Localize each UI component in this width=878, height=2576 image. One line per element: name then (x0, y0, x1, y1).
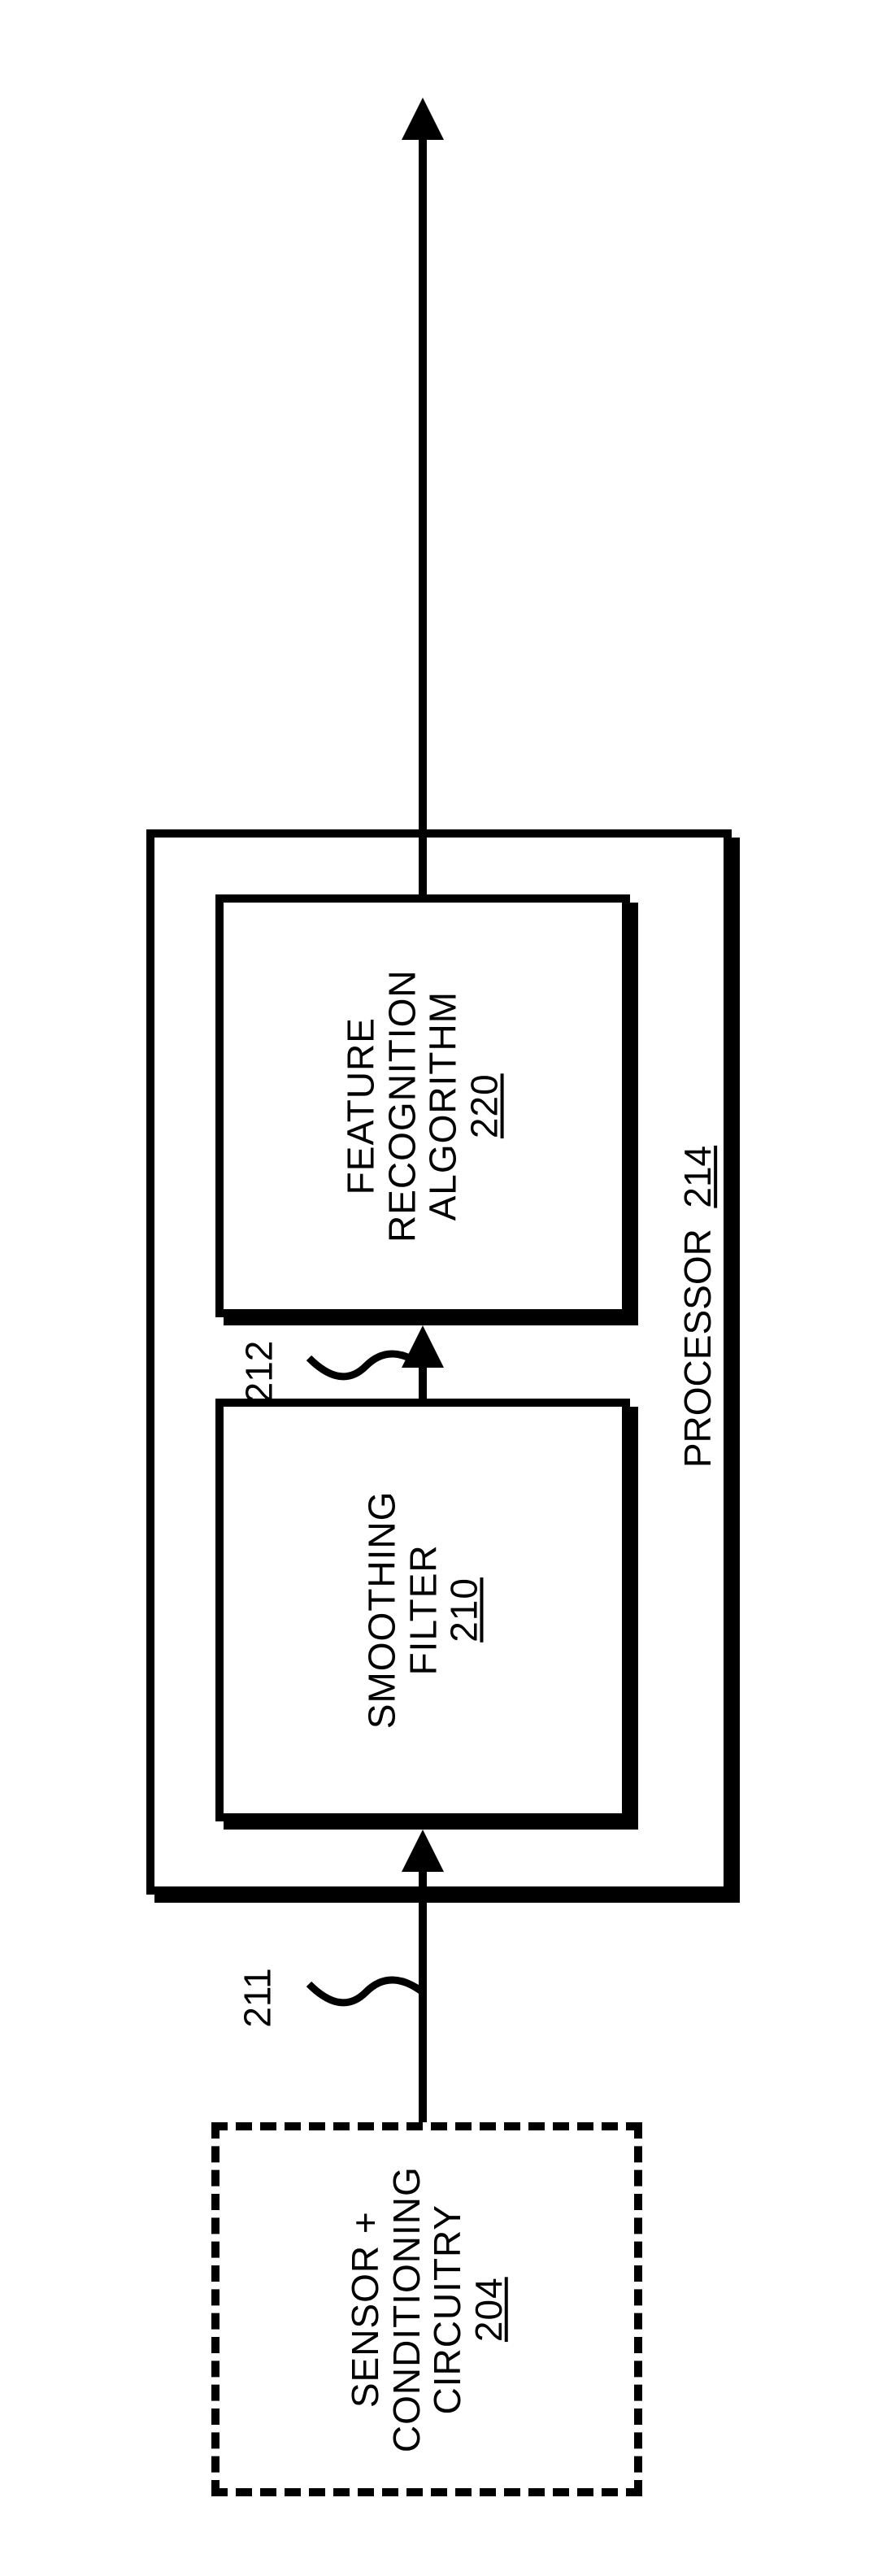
callout-212-label: 212 (237, 1341, 280, 1403)
processor-ref: 214 (676, 1146, 719, 1208)
feature-line-2: RECOGNITION (380, 969, 423, 1242)
callout-211 (268, 1935, 423, 2033)
arrow-head-sensor-to-smoothing (402, 1830, 444, 1872)
sensor-block: SENSOR + CONDITIONING CIRCUITRY 204 (211, 2122, 642, 2496)
smoothing-line-2: FILTER (402, 1544, 444, 1675)
smoothing-ref: 210 (442, 1577, 485, 1643)
feature-block: FEATURE RECOGNITION ALGORITHM 220 (215, 894, 630, 1317)
sensor-line-1: SENSOR + (344, 2211, 386, 2408)
callout-212 (268, 1309, 423, 1407)
feature-line-3: ALGORITHM (422, 991, 464, 1221)
sensor-line-3: CIRCUITRY (426, 2204, 468, 2415)
feature-line-1: FEATURE (340, 1017, 382, 1194)
processor-label: PROCESSOR 214 (676, 1146, 719, 1468)
arrow-head-output (402, 98, 444, 140)
diagram-canvas: PROCESSOR 214 SENSOR + CONDITIONING CIRC… (0, 0, 878, 2576)
smoothing-block: SMOOTHING FILTER 210 (215, 1399, 630, 1821)
sensor-ref: 204 (467, 2277, 510, 2342)
sensor-line-2: CONDITIONING (385, 2166, 427, 2452)
arrow-feature-to-output (419, 138, 427, 894)
callout-211-label: 211 (236, 1968, 280, 2027)
feature-ref: 220 (463, 1073, 506, 1138)
processor-label-text: PROCESSOR (676, 1229, 719, 1468)
smoothing-line-1: SMOOTHING (360, 1491, 402, 1730)
